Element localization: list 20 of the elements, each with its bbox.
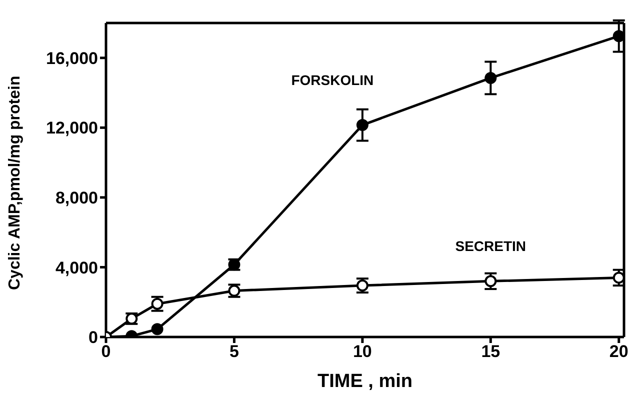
y-tick-label: 8,000 xyxy=(55,188,98,208)
x-tick-label: 10 xyxy=(352,342,372,362)
x-tick-label: 0 xyxy=(101,342,111,362)
point xyxy=(484,275,497,288)
point xyxy=(612,272,624,284)
series-label: SECRETIN xyxy=(455,238,526,254)
text: FORSKOLIN xyxy=(291,72,374,88)
point xyxy=(484,72,497,84)
point xyxy=(151,323,164,336)
x-axis-title: TIME , min xyxy=(318,371,412,392)
y-tick-label: 12,000 xyxy=(46,118,98,138)
x-tick-label: 5 xyxy=(229,342,239,362)
point xyxy=(356,119,368,132)
y-tick-label: 0 xyxy=(88,328,98,348)
y-tick-label: 4,000 xyxy=(55,258,98,278)
y-tick-label: 16,000 xyxy=(46,48,98,68)
point xyxy=(612,30,624,42)
x-tick-label: 15 xyxy=(481,342,500,362)
y-axis-title: Cyclic AMP,pmol/mg protein xyxy=(6,76,24,290)
x-tick-label: 20 xyxy=(609,342,628,362)
